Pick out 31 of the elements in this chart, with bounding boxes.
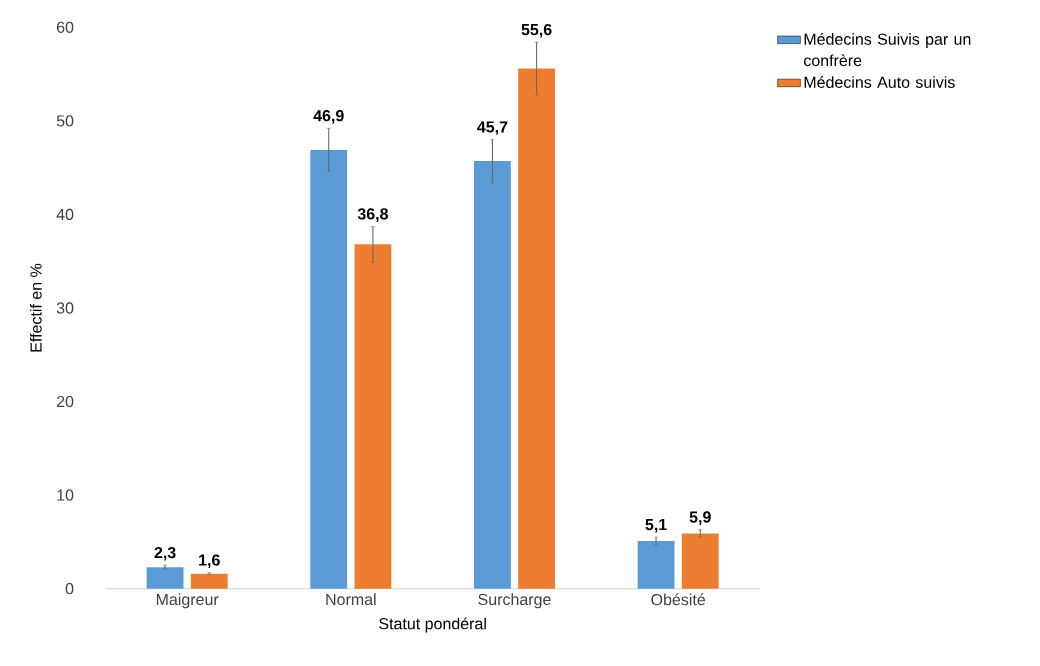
x-tick-label: Surcharge (478, 593, 551, 609)
y-tick-label: 60 (56, 21, 74, 33)
x-tick-label: Maigreur (156, 593, 219, 609)
data-label: 2,3 (154, 546, 176, 561)
bar (310, 149, 348, 589)
y-tick-label: 50 (56, 115, 74, 127)
y-tick-label: 20 (56, 395, 74, 408)
x-tick-label: Normal (326, 593, 376, 606)
data-label: 45,7 (477, 121, 508, 135)
data-label: 5,1 (645, 519, 667, 533)
bar (518, 68, 556, 589)
y-tick-label: 40 (56, 208, 74, 221)
data-label: 36,8 (357, 208, 389, 222)
bar (681, 533, 719, 589)
legend-label: Médecins Auto suivis (804, 76, 955, 88)
data-label: 1,6 (199, 554, 220, 569)
legend-label: Médecins Suivis par un confrère (803, 32, 971, 67)
x-axis-title: Statut pondéral (379, 617, 486, 633)
bar (473, 161, 511, 589)
data-label: 55,6 (521, 23, 552, 38)
y-tick-label: 10 (57, 489, 74, 501)
bar (146, 567, 184, 589)
y-tick-label: 30 (56, 302, 74, 314)
y-axis-title: Effectif en % (29, 263, 42, 352)
x-tick-label: Obésité (651, 593, 706, 606)
y-tick-label: 0 (65, 582, 74, 595)
bar (190, 573, 228, 589)
bar (637, 540, 675, 589)
data-label: 46,9 (313, 110, 344, 124)
data-label: 5,9 (689, 511, 711, 525)
bar (354, 244, 392, 589)
